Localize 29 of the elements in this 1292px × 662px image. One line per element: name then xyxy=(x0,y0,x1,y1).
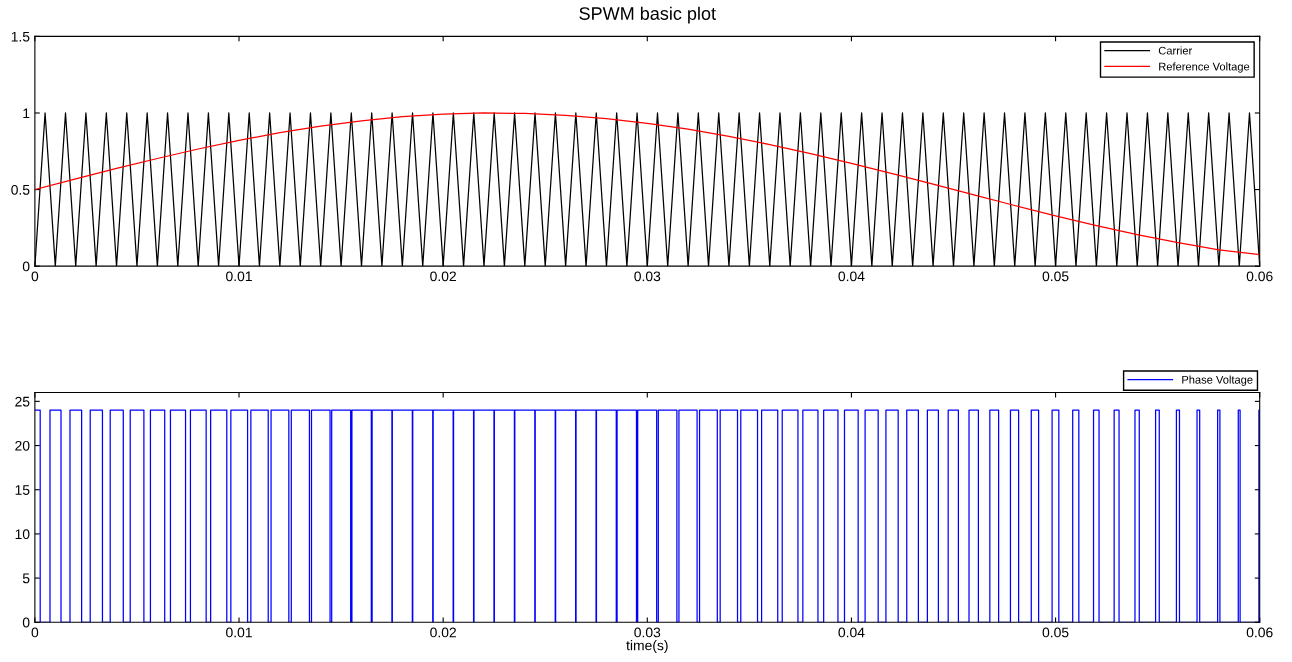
y-tick-label: 0 xyxy=(22,617,30,628)
y-tick-label: 5 xyxy=(22,573,30,584)
x-axis-title: time(s) xyxy=(626,640,668,654)
x-tick-label: 0.05 xyxy=(1042,627,1069,638)
x-tick-label: 0 xyxy=(31,271,39,282)
y-tick-label: 0 xyxy=(22,261,30,272)
x-tick-label: 0.02 xyxy=(430,627,456,638)
x-tick-label: 0.04 xyxy=(838,271,865,282)
y-tick-label: 20 xyxy=(15,440,30,451)
x-tick-label: 0.06 xyxy=(1246,627,1273,638)
x-tick-label: 0.01 xyxy=(226,627,252,638)
x-tick-label: 0.02 xyxy=(430,271,456,282)
legend-label: Phase Voltage xyxy=(1182,375,1253,386)
x-tick-label: 0.03 xyxy=(634,627,661,638)
x-tick-label: 0.04 xyxy=(838,627,865,638)
y-tick-label: 1 xyxy=(23,108,30,119)
x-tick-label: 0.05 xyxy=(1042,271,1069,282)
x-tick-label: 0.01 xyxy=(226,271,252,282)
y-tick-label: 0.5 xyxy=(11,184,30,195)
legend-label: Reference Voltage xyxy=(1159,62,1250,73)
y-tick-label: 1.5 xyxy=(11,31,30,42)
y-tick-label: 10 xyxy=(15,529,30,540)
x-tick-label: 0.06 xyxy=(1246,271,1273,282)
y-tick-label: 25 xyxy=(15,396,30,407)
x-tick-label: 0 xyxy=(31,627,39,638)
chart-title: SPWM basic plot xyxy=(579,6,716,24)
x-tick-label: 0.03 xyxy=(634,271,661,282)
y-tick-label: 15 xyxy=(15,485,30,495)
legend-label: Carrier xyxy=(1158,46,1193,55)
